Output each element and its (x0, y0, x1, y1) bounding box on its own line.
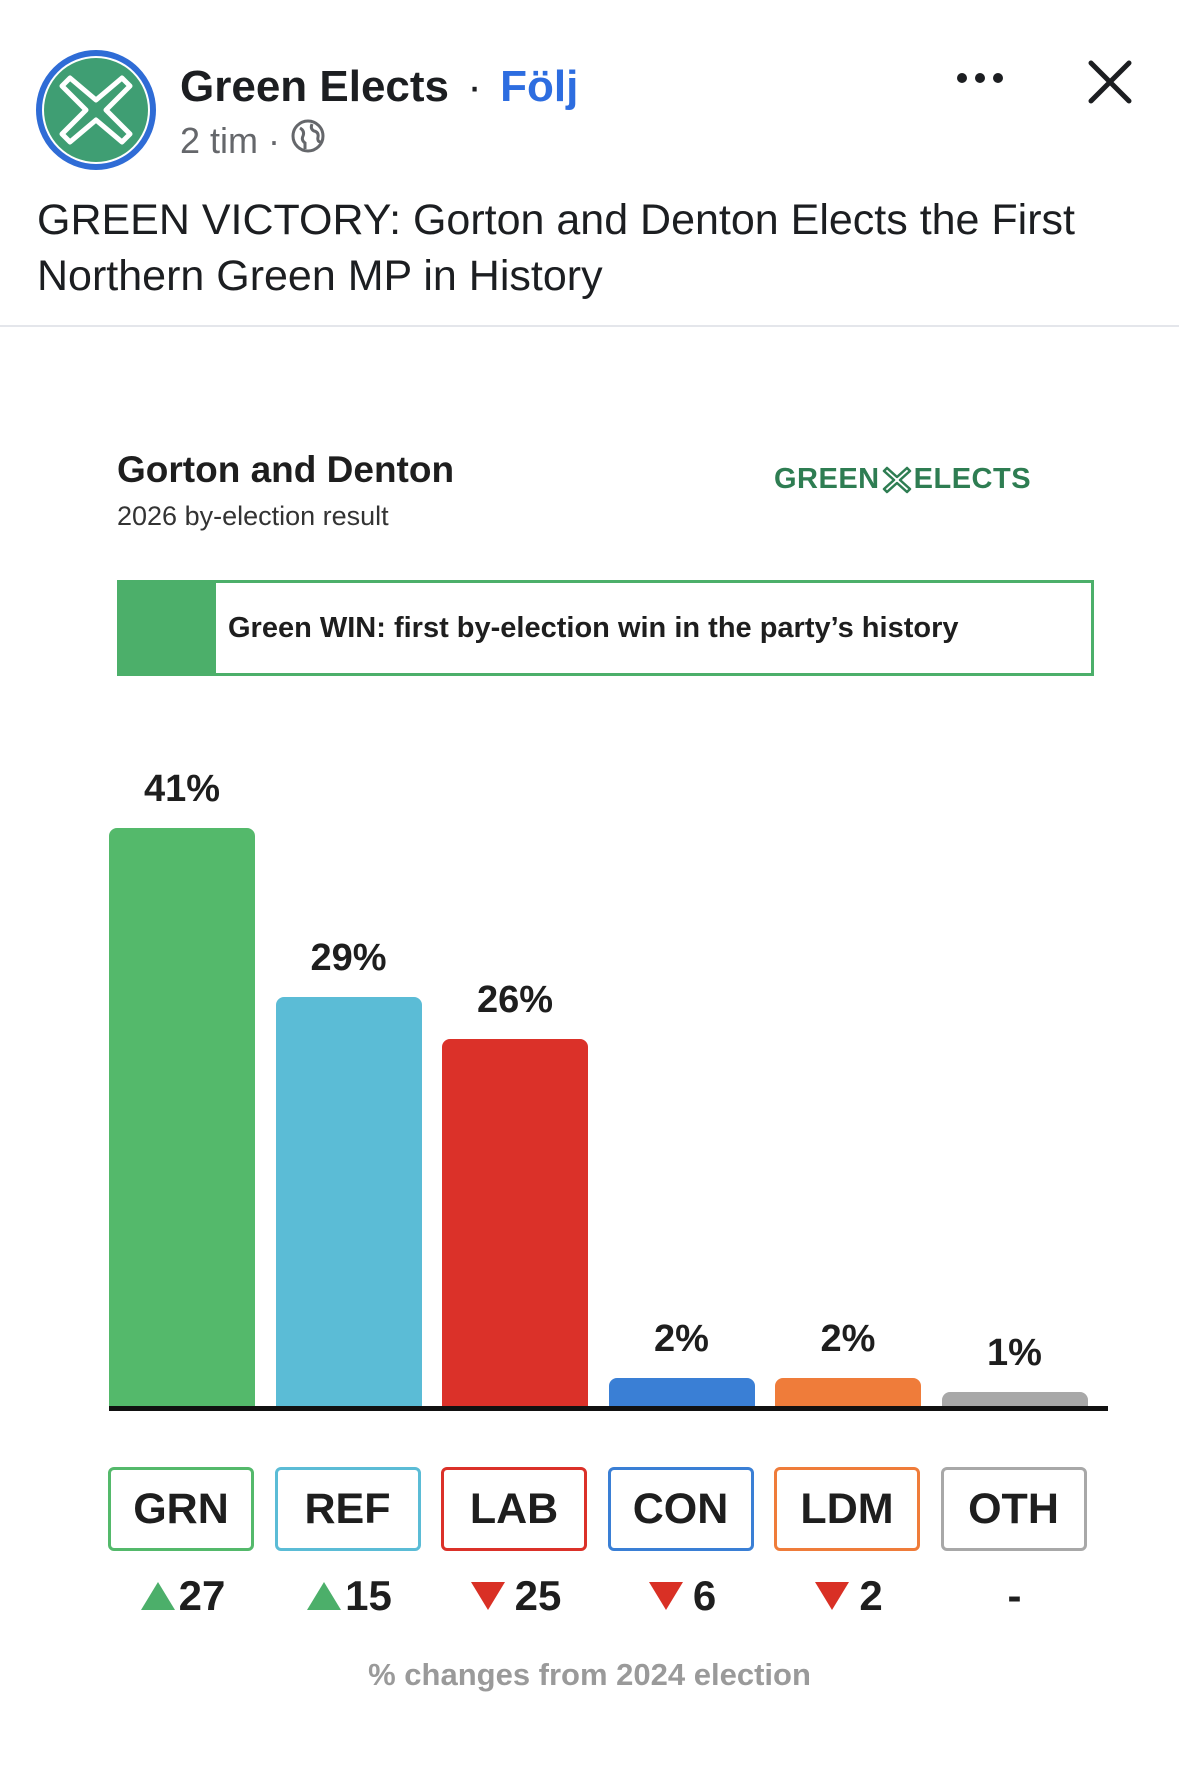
chart-footnote: % changes from 2024 election (368, 1657, 811, 1692)
post-text: GREEN VICTORY: Gorton and Denton Elects … (37, 196, 1076, 300)
bar-lab (442, 1039, 588, 1406)
post-meta: 2 tim · (180, 118, 326, 163)
party-label-lab: LAB (441, 1467, 587, 1551)
more-options-button[interactable] (950, 58, 1010, 98)
close-button[interactable] (1080, 52, 1140, 112)
close-icon (1088, 60, 1132, 104)
author-name[interactable]: Green Elects (180, 62, 450, 111)
banner-text: Green WIN: first by-election win in the … (228, 611, 959, 644)
globe-icon (290, 118, 326, 163)
author-line: Green Elects · Följ (180, 60, 578, 114)
brand-x-icon (882, 466, 911, 493)
bar-chart: 41% GRN 27 29% REF 15 26% LAB 25 2% CON 6 2% LDM 2 1% OT… (0, 327, 1179, 1776)
brand-left: GREEN (774, 463, 880, 495)
x-axis-line (109, 1406, 1108, 1411)
party-label-ldm: LDM (774, 1467, 920, 1551)
change-value: 27 (178, 1572, 226, 1619)
more-dots-icon (957, 73, 1003, 83)
triangle-down-icon (815, 1582, 850, 1610)
bar-value-label: 26% (476, 979, 554, 1022)
change-lab: 25 (435, 1572, 595, 1620)
divider (0, 325, 1179, 327)
bar-value-label: 29% (310, 937, 387, 980)
triangle-down-icon (648, 1582, 683, 1610)
author-separator: · (467, 62, 482, 111)
bar-value-label: 1% (987, 1331, 1042, 1374)
brand-logo: GREEN ELECTS (774, 463, 1031, 496)
triangle-up-icon (140, 1582, 175, 1610)
change-value: 25 (514, 1572, 562, 1619)
triangle-down-icon (470, 1582, 505, 1610)
brand-right: ELECTS (913, 463, 1032, 495)
change-grn: 27 (102, 1572, 262, 1620)
bar-value-label: 2% (654, 1317, 709, 1360)
change-con: 6 (602, 1572, 762, 1620)
change-value: 2 (859, 1572, 883, 1619)
change-value: 15 (345, 1572, 392, 1619)
chart-title: Gorton and Denton (117, 449, 455, 490)
change-value: - (1007, 1572, 1022, 1619)
bar-oth (941, 1391, 1088, 1406)
meta-separator: · (268, 119, 281, 161)
bar-grn (109, 828, 255, 1406)
party-label-grn: GRN (108, 1467, 254, 1551)
result-banner: Green WIN: first by-election win in the … (117, 580, 1094, 676)
avatar[interactable] (36, 50, 156, 170)
party-label-oth: OTH (940, 1467, 1087, 1551)
bar-ref (275, 997, 422, 1406)
banner-swatch (120, 583, 216, 673)
bar-con (608, 1377, 755, 1406)
bar-ldm (775, 1377, 921, 1406)
post-image[interactable]: Gorton and Denton 2026 by-election resul… (0, 327, 1179, 1776)
chart-subtitle: 2026 by-election result (117, 501, 389, 531)
follow-button[interactable]: Följ (500, 62, 579, 111)
party-label-ref: REF (274, 1467, 421, 1551)
triangle-up-icon (307, 1582, 342, 1610)
bar-value-label: 41% (143, 768, 221, 810)
bar-value-label: 2% (820, 1317, 876, 1360)
party-label-con: CON (607, 1467, 754, 1551)
green-x-logo-icon (44, 58, 148, 162)
change-oth: - (935, 1572, 1095, 1620)
post-header: Green Elects · Följ 2 tim · (0, 0, 1179, 200)
change-ldm: 2 (768, 1572, 928, 1620)
change-value: 6 (692, 1572, 717, 1619)
change-ref: 15 (269, 1572, 429, 1620)
post-time[interactable]: 2 tim (180, 119, 259, 161)
